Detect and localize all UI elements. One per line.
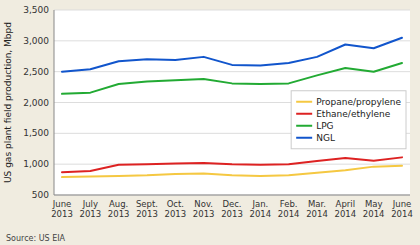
- background: [0, 0, 420, 245]
- x-tick-label: July2013: [80, 199, 102, 219]
- x-tick-label: June2013: [51, 199, 73, 219]
- y-tick-label: 2,000: [23, 98, 49, 108]
- chart-svg: 500 1,000 1,500 2,000 2,500 3,000 3,500 June201…: [0, 0, 420, 245]
- series-line: [62, 38, 402, 72]
- x-tick-label: April2014: [335, 199, 357, 219]
- legend-label: LPG: [316, 121, 333, 131]
- legend-swatch: [296, 125, 312, 127]
- x-tick-label: Jan.2014: [250, 199, 272, 219]
- x-axis-line: [54, 195, 410, 196]
- y-tick-label: 1,500: [23, 128, 49, 138]
- x-tick-label: May2014: [363, 199, 385, 219]
- legend-swatch: [296, 113, 312, 115]
- grid-line: [54, 71, 410, 72]
- grid-line: [54, 40, 410, 41]
- y-tick-label: 3,500: [23, 5, 49, 15]
- y-axis-line: [54, 10, 55, 195]
- legend-label: Ethane/ethylene: [316, 109, 391, 119]
- x-tick-label: Dec.2013: [221, 199, 243, 219]
- legend-swatch: [296, 137, 312, 139]
- plot-background: [54, 10, 410, 195]
- y-tick-label: 2,500: [23, 67, 49, 77]
- x-tick-label: Aug.2013: [108, 199, 130, 219]
- legend-label: NGL: [316, 133, 335, 143]
- y-axis-label: US gas plant field production, Mbpd: [3, 22, 13, 183]
- x-tick-label: June2014: [391, 199, 413, 219]
- x-tick-label: Feb.2014: [278, 199, 300, 219]
- x-tick-label: Mar.2014: [306, 199, 328, 219]
- y-tick-label: 500: [32, 190, 49, 200]
- chart-container: 500 1,000 1,500 2,000 2,500 3,000 3,500 June201…: [0, 0, 420, 245]
- legend: Propane/propylene Ethane/ethylene LPG NGL: [291, 91, 406, 149]
- y-tick-label: 1,000: [23, 159, 49, 169]
- x-tick-label: Nov.2013: [193, 199, 215, 219]
- source-note: Source: US EIA: [6, 234, 66, 243]
- x-tick-label: Sept.2013: [136, 199, 158, 219]
- legend-box: [291, 91, 406, 149]
- legend-label: Propane/propylene: [316, 97, 401, 107]
- series-line: [62, 166, 402, 177]
- y-tick-label: 3,000: [23, 36, 49, 46]
- grid-line: [54, 10, 410, 11]
- series-line: [62, 157, 402, 172]
- x-tick-label: Oct.2013: [165, 199, 187, 219]
- series-line: [62, 63, 402, 94]
- legend-swatch: [296, 101, 312, 103]
- grid-line: [54, 195, 410, 196]
